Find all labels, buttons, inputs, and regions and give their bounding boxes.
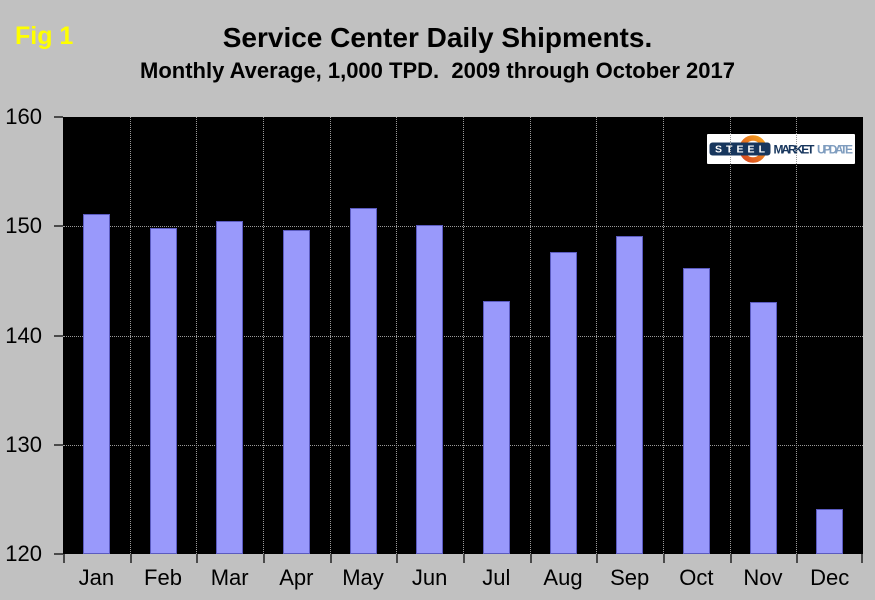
bar-apr xyxy=(282,229,310,554)
bar-feb xyxy=(149,228,177,554)
steel-market-update-logo: STEEL MARKET UPDATE xyxy=(707,134,855,164)
plot-area: STEEL MARKET UPDATE xyxy=(54,116,863,563)
x-tick-mark xyxy=(596,554,599,563)
x-tick-mark xyxy=(663,554,665,563)
bar-dec xyxy=(816,509,844,554)
vertical-gridline xyxy=(463,117,464,554)
x-tick-mark xyxy=(396,554,399,563)
x-axis-label-dec: Dec xyxy=(810,565,850,590)
logo-text-market: MARKET xyxy=(774,142,816,156)
x-axis-label-jul: Jul xyxy=(482,565,511,590)
y-tick-mark xyxy=(54,443,63,446)
vertical-gridline xyxy=(129,117,131,554)
y-axis: 120 130 140 150 160 xyxy=(0,106,54,565)
x-axis: Jan Feb Mar Apr May Jun Jul Aug Sep Oct Nov Dec xyxy=(63,566,863,596)
bar-jun xyxy=(416,225,444,554)
x-tick-mark xyxy=(463,554,465,563)
x-axis-label-oct: Oct xyxy=(679,565,714,590)
logo-steel-badge xyxy=(709,142,771,156)
x-tick-mark xyxy=(861,554,863,563)
vertical-gridline xyxy=(529,117,531,554)
x-axis-label-may: May xyxy=(342,565,384,590)
vertical-gridline xyxy=(729,117,731,554)
y-tick-label: 120 xyxy=(5,541,42,566)
y-tick-mark xyxy=(54,225,63,228)
y-tick-mark xyxy=(54,116,63,118)
logo-text-steel: STEEL xyxy=(715,144,766,156)
y-tick-mark xyxy=(54,553,63,555)
x-axis-label-jun: Jun xyxy=(411,565,448,590)
x-axis-label-jan: Jan xyxy=(78,565,115,590)
bar-jan xyxy=(82,214,110,554)
vertical-gridline xyxy=(596,117,598,554)
vertical-gridline xyxy=(796,117,798,554)
x-tick-mark xyxy=(729,554,732,563)
bar-may xyxy=(349,207,377,554)
x-axis-label-apr: Apr xyxy=(279,565,314,590)
chart-title: Service Center Daily Shipments. xyxy=(222,22,653,53)
x-axis-label-mar: Mar xyxy=(210,565,249,590)
logo-text-update: UPDATE xyxy=(817,142,853,156)
vertical-gridline xyxy=(196,117,198,554)
bar-jul xyxy=(482,300,510,554)
y-tick-label: 160 xyxy=(5,104,42,129)
vertical-gridline xyxy=(329,117,331,554)
x-axis-label-nov: Nov xyxy=(743,565,783,590)
bar-nov xyxy=(749,301,777,554)
vertical-gridline xyxy=(263,117,264,554)
vertical-gridline xyxy=(663,117,664,554)
title-block: Service Center Daily Shipments. Monthly … xyxy=(0,0,875,84)
bar-sep xyxy=(616,236,644,554)
figure-number-label: Fig 1 xyxy=(15,22,74,50)
x-tick-mark xyxy=(796,554,799,563)
x-tick-mark xyxy=(263,554,265,563)
x-axis-label-feb: Feb xyxy=(144,565,182,590)
x-tick-mark xyxy=(63,554,65,563)
x-axis-label-aug: Aug xyxy=(543,565,583,590)
bar-mar xyxy=(216,220,244,554)
bar-aug xyxy=(549,252,577,554)
x-tick-mark xyxy=(529,554,532,563)
vertical-gridline xyxy=(396,117,398,554)
y-tick-label: 150 xyxy=(5,213,42,239)
x-tick-mark xyxy=(329,554,332,563)
x-tick-mark xyxy=(129,554,132,563)
y-tick-mark xyxy=(54,334,63,337)
bar-oct xyxy=(682,267,710,554)
x-axis-label-sep: Sep xyxy=(610,565,650,590)
chart-subtitle: Monthly Average, 1,000 TPD. 2009 through… xyxy=(140,58,735,83)
y-tick-label: 130 xyxy=(5,431,42,457)
y-tick-label: 140 xyxy=(5,322,42,348)
x-tick-mark xyxy=(196,554,199,563)
